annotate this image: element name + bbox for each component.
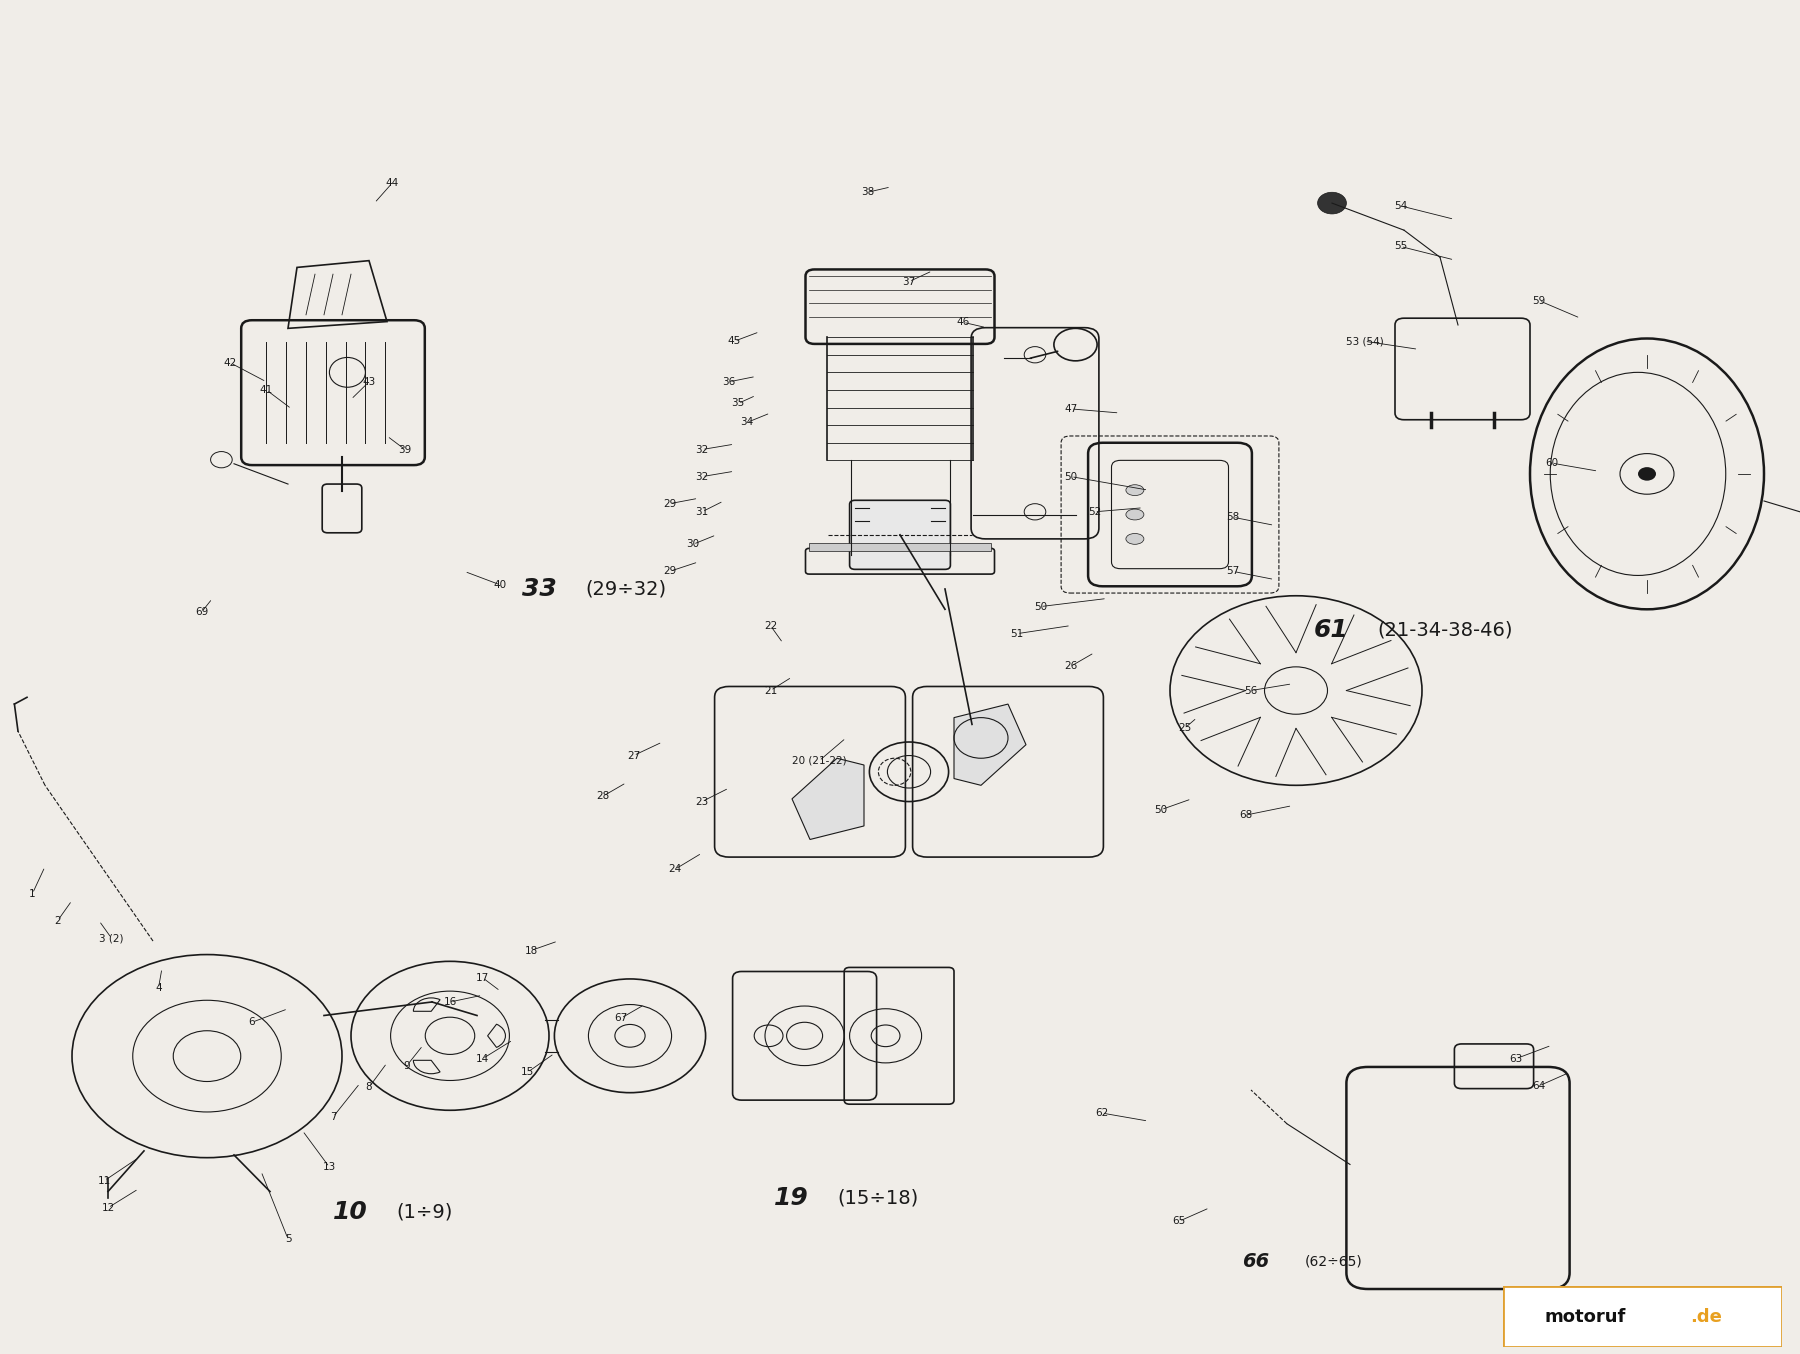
Text: 1: 1 bbox=[29, 888, 36, 899]
Text: 18: 18 bbox=[524, 945, 538, 956]
Text: 47: 47 bbox=[1064, 403, 1078, 414]
Text: 32: 32 bbox=[695, 471, 709, 482]
Text: 25: 25 bbox=[1177, 723, 1192, 734]
Text: 36: 36 bbox=[722, 376, 736, 387]
Text: 3 (2): 3 (2) bbox=[99, 933, 124, 944]
Polygon shape bbox=[954, 704, 1026, 785]
Text: 46: 46 bbox=[956, 317, 970, 328]
Text: 42: 42 bbox=[223, 357, 238, 368]
Text: 9: 9 bbox=[403, 1060, 410, 1071]
Text: 45: 45 bbox=[727, 336, 742, 347]
Ellipse shape bbox=[1127, 485, 1145, 496]
Text: 35: 35 bbox=[731, 398, 745, 409]
Text: 12: 12 bbox=[101, 1202, 115, 1213]
Text: 19: 19 bbox=[774, 1186, 808, 1210]
Text: 69: 69 bbox=[194, 607, 209, 617]
Text: 31: 31 bbox=[695, 506, 709, 517]
Text: 20 (21-22): 20 (21-22) bbox=[792, 756, 846, 766]
Text: 6: 6 bbox=[248, 1017, 256, 1028]
Ellipse shape bbox=[1127, 509, 1145, 520]
Text: 29: 29 bbox=[662, 498, 677, 509]
Text: 59: 59 bbox=[1532, 295, 1546, 306]
Text: (21-34-38-46): (21-34-38-46) bbox=[1377, 620, 1512, 639]
FancyBboxPatch shape bbox=[850, 500, 950, 569]
Text: 61: 61 bbox=[1314, 617, 1348, 642]
Text: 64: 64 bbox=[1532, 1080, 1546, 1091]
Text: 58: 58 bbox=[1226, 512, 1240, 523]
Text: 44: 44 bbox=[385, 177, 400, 188]
Text: 57: 57 bbox=[1226, 566, 1240, 577]
Text: 43: 43 bbox=[362, 376, 376, 387]
Text: (15÷18): (15÷18) bbox=[837, 1189, 918, 1208]
Text: 66: 66 bbox=[1242, 1252, 1269, 1271]
Text: 68: 68 bbox=[1238, 810, 1253, 821]
Text: 2: 2 bbox=[54, 915, 61, 926]
Text: 54: 54 bbox=[1393, 200, 1408, 211]
Text: 11: 11 bbox=[97, 1175, 112, 1186]
Text: 30: 30 bbox=[686, 539, 700, 550]
Text: 52: 52 bbox=[1087, 506, 1102, 517]
Text: 41: 41 bbox=[259, 385, 274, 395]
Text: 62: 62 bbox=[1094, 1108, 1109, 1118]
Text: 5: 5 bbox=[284, 1233, 292, 1244]
Text: 60: 60 bbox=[1544, 458, 1559, 468]
Text: (29÷32): (29÷32) bbox=[585, 580, 666, 598]
Ellipse shape bbox=[1127, 533, 1145, 544]
Text: 4: 4 bbox=[155, 983, 162, 994]
Text: 67: 67 bbox=[614, 1013, 628, 1024]
FancyBboxPatch shape bbox=[810, 543, 990, 551]
Text: 13: 13 bbox=[322, 1162, 337, 1173]
Text: 50: 50 bbox=[1033, 601, 1048, 612]
Text: 51: 51 bbox=[1010, 628, 1024, 639]
Text: 23: 23 bbox=[695, 796, 709, 807]
Text: 16: 16 bbox=[443, 997, 457, 1007]
Text: 50: 50 bbox=[1154, 804, 1168, 815]
Text: 32: 32 bbox=[695, 444, 709, 455]
Text: 33: 33 bbox=[522, 577, 556, 601]
Text: 17: 17 bbox=[475, 972, 490, 983]
Text: 15: 15 bbox=[520, 1067, 535, 1078]
Text: 22: 22 bbox=[763, 620, 778, 631]
Text: 29: 29 bbox=[662, 566, 677, 577]
Text: 50: 50 bbox=[1064, 471, 1078, 482]
Text: 38: 38 bbox=[860, 187, 875, 198]
Text: 39: 39 bbox=[398, 444, 412, 455]
Text: 37: 37 bbox=[902, 276, 916, 287]
Text: 34: 34 bbox=[740, 417, 754, 428]
Circle shape bbox=[1318, 192, 1346, 214]
Polygon shape bbox=[792, 758, 864, 839]
Text: 27: 27 bbox=[626, 750, 641, 761]
Text: 10: 10 bbox=[333, 1200, 367, 1224]
Text: 26: 26 bbox=[1064, 661, 1078, 672]
Text: 21: 21 bbox=[763, 685, 778, 696]
Text: (1÷9): (1÷9) bbox=[396, 1202, 452, 1221]
Text: 24: 24 bbox=[668, 864, 682, 875]
Text: 65: 65 bbox=[1172, 1216, 1186, 1227]
Text: 8: 8 bbox=[365, 1082, 373, 1093]
Text: 53 (54): 53 (54) bbox=[1346, 336, 1382, 347]
Circle shape bbox=[1638, 467, 1656, 481]
Text: 55: 55 bbox=[1393, 241, 1408, 252]
Text: 56: 56 bbox=[1244, 685, 1258, 696]
Text: 28: 28 bbox=[596, 791, 610, 802]
Text: 14: 14 bbox=[475, 1053, 490, 1064]
Text: 63: 63 bbox=[1508, 1053, 1523, 1064]
Text: 7: 7 bbox=[329, 1112, 337, 1122]
Text: 40: 40 bbox=[493, 580, 508, 590]
Text: (62÷65): (62÷65) bbox=[1305, 1255, 1363, 1269]
